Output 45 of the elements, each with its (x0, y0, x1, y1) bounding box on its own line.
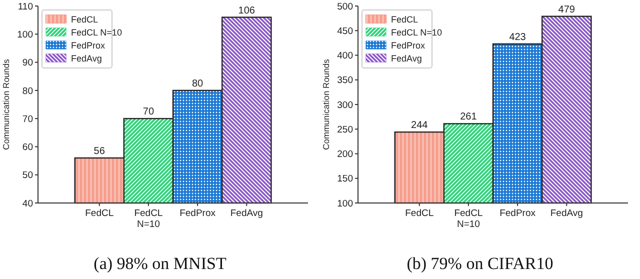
y-tick-label: 500 (337, 1, 353, 12)
y-tick-label: 80 (22, 86, 33, 97)
legend-label: FedCL N=10 (71, 28, 122, 38)
y-tick-label: 100 (337, 198, 353, 210)
legend-label: FedProx (71, 40, 106, 50)
data-label: 70 (142, 106, 154, 118)
y-tick-label: 110 (18, 1, 33, 12)
y-axis-title: Communication Rounds (321, 59, 331, 150)
data-label: 106 (238, 5, 256, 16)
data-label: 56 (94, 146, 106, 157)
data-label: 261 (460, 112, 478, 123)
legend-label: FedAvg (391, 54, 422, 64)
data-label: 244 (411, 120, 428, 132)
x-tick-label: FedProx (180, 208, 216, 219)
x-tick-label: FedAvg (550, 208, 583, 219)
legend-label: FedCL (391, 14, 418, 24)
y-tick-label: 50 (22, 170, 33, 182)
legend-label: FedCL (71, 14, 98, 24)
x-tick-label: FedCL N=10 (454, 208, 483, 230)
y-tick-label: 90 (22, 58, 33, 69)
x-tick-label: FedProx (500, 208, 536, 219)
y-tick-label: 350 (337, 75, 353, 86)
data-label: 80 (192, 78, 204, 90)
y-tick-label: 70 (22, 114, 33, 125)
legend-label: FedAvg (71, 54, 102, 64)
y-tick-label: 200 (337, 149, 353, 160)
y-tick-label: 150 (337, 174, 353, 185)
data-label: 423 (509, 32, 526, 43)
x-tick-label: FedCL (405, 208, 434, 219)
y-tick-label: 40 (22, 198, 33, 210)
y-tick-label: 100 (17, 29, 33, 40)
x-tick-label: FedCL (85, 208, 114, 219)
y-tick-label: 450 (337, 26, 353, 37)
data-label: 479 (558, 4, 576, 16)
y-tick-label: 300 (337, 100, 353, 111)
text: (b) 79% on CIFAR10 (406, 254, 554, 273)
legend-label: FedCL N=10 (391, 28, 442, 38)
y-tick-label: 250 (337, 124, 353, 136)
y-tick-label: 60 (22, 142, 33, 154)
text: (a) 98% on MNIST (94, 254, 227, 273)
x-tick-label: FedAvg (230, 208, 263, 219)
x-tick-label: FedCL N=10 (134, 208, 163, 230)
y-axis-title: Communication Rounds (1, 59, 11, 150)
legend-label: FedProx (391, 40, 426, 50)
y-tick-label: 400 (337, 50, 353, 62)
